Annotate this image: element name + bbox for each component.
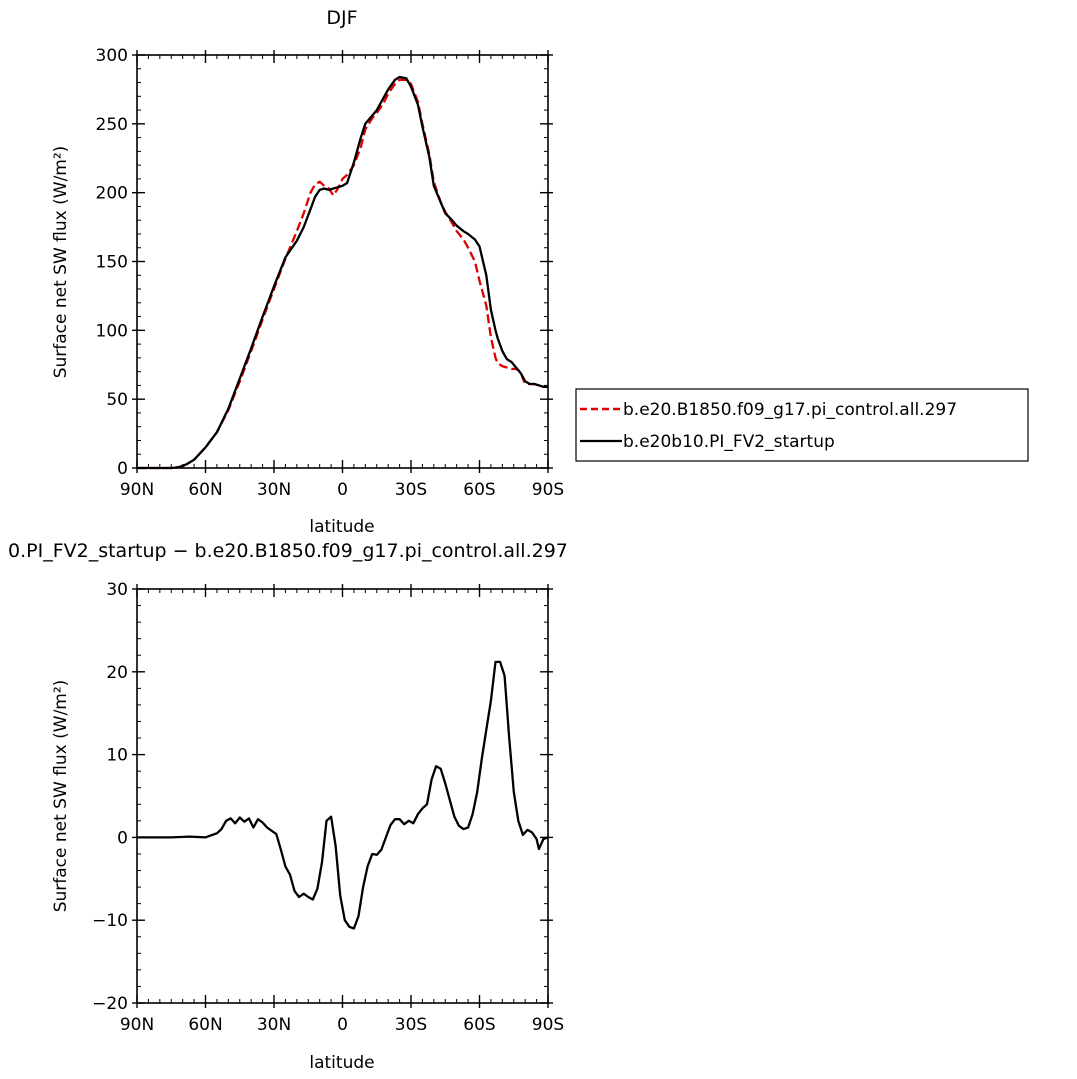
top-x-tick-label: 0 [337,480,348,500]
bottom-x-tick-label: 90N [120,1015,154,1035]
bottom-x-tick-label: 90S [532,1015,564,1035]
legend: b.e20.B1850.f09_g17.pi_control.all.297 b… [575,388,1029,462]
bottom-x-tick-label: 30S [395,1015,427,1035]
bottom-plot-frame [136,588,549,1004]
top-x-tick-label: 60N [188,480,222,500]
top-y-tick-label: 150 [96,253,128,273]
legend-label-startup: b.e20b10.PI_FV2_startup [623,432,835,452]
bottom-x-tick-label: 60S [463,1015,495,1035]
top-y-tick-label: 200 [96,184,128,204]
bottom-plot-area: 90N 60N 30N 0 30S 60S 90S −20 −10 0 10 20 30 [92,580,564,1035]
bottom-y-tick-label: −10 [92,911,128,931]
bottom-y-tick-label: 0 [117,828,128,848]
top-x-tick-label: 60S [463,480,495,500]
bottom-y-axis-label: Surface net SW flux (W/m²) [51,680,71,913]
top-chart-title: DJF [326,7,357,29]
top-plot-area: 90N 60N 30N 0 30S 60S 90S 0 50 100 150 200 250 300 [96,46,565,500]
top-x-tick-label: 90S [532,480,564,500]
top-plot-frame [136,54,549,469]
top-panel: DJF 90N 60N 30N 0 30S 60S 90S 0 50 100 150 200 250 30… [51,7,564,537]
bottom-y-tick-label: 20 [106,663,128,683]
bottom-y-tick-label: −20 [92,994,128,1014]
legend-box [575,388,1029,462]
top-y-axis-label: Surface net SW flux (W/m²) [51,146,71,379]
top-x-axis-label: latitude [309,517,374,537]
bottom-chart-title: 0.PI_FV2_startup − b.e20.B1850.f09_g17.p… [8,540,568,562]
bottom-series-line-0 [137,660,549,930]
top-x-tick-label: 30N [257,480,291,500]
bottom-y-tick-label: 30 [106,580,128,600]
top-x-tick-label: 30S [395,480,427,500]
bottom-x-tick-label: 60N [188,1015,222,1035]
top-y-tick-label: 0 [117,459,128,479]
bottom-x-tick-label: 30N [257,1015,291,1035]
top-y-tick-label: 250 [96,115,128,135]
top-y-tick-label: 300 [96,46,128,66]
legend-label-control: b.e20.B1850.f09_g17.pi_control.all.297 [623,400,957,420]
top-series-line-1 [137,75,548,470]
bottom-y-tick-label: 10 [106,746,128,766]
bottom-x-tick-label: 0 [337,1015,348,1035]
top-y-tick-label: 100 [96,321,128,341]
bottom-panel: 0.PI_FV2_startup − b.e20.B1850.f09_g17.p… [8,540,568,1073]
top-y-tick-label: 50 [106,390,128,410]
top-x-tick-label: 90N [120,480,154,500]
bottom-x-axis-label: latitude [309,1053,374,1073]
